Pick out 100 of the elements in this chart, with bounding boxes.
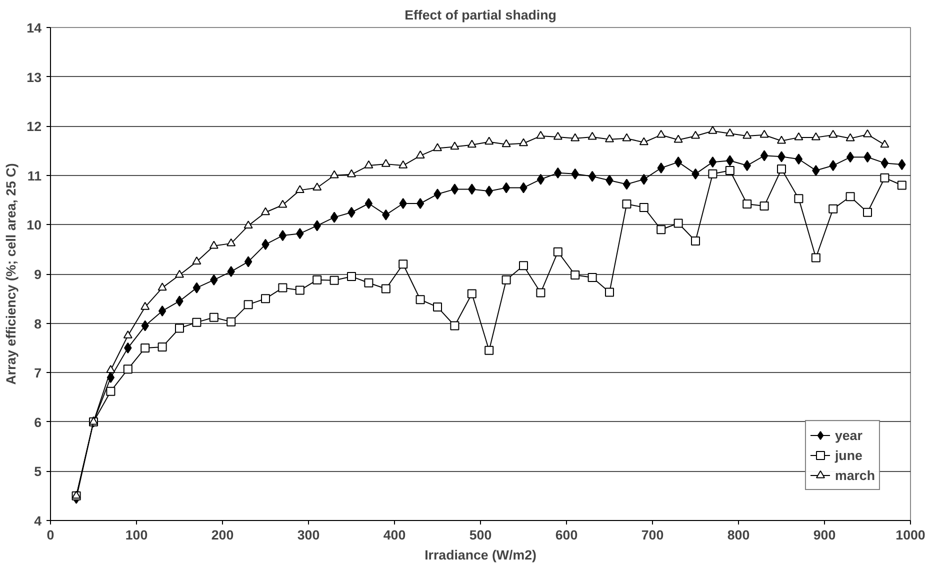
point bbox=[846, 192, 855, 202]
point bbox=[140, 302, 150, 310]
chart-title: Effect of partial shading bbox=[404, 8, 556, 22]
point bbox=[347, 169, 356, 178]
point bbox=[639, 137, 648, 146]
y-tick-label: 13 bbox=[26, 70, 42, 85]
point bbox=[433, 302, 442, 312]
point bbox=[828, 204, 838, 214]
point bbox=[880, 140, 890, 148]
point bbox=[123, 364, 132, 374]
point bbox=[846, 133, 855, 142]
point bbox=[502, 182, 510, 194]
point bbox=[330, 212, 338, 223]
point bbox=[656, 130, 666, 138]
point bbox=[760, 130, 769, 138]
y-tick-label: 10 bbox=[26, 218, 42, 233]
point bbox=[226, 238, 236, 246]
point bbox=[175, 270, 184, 278]
point bbox=[622, 133, 632, 142]
point bbox=[278, 283, 288, 292]
point bbox=[588, 132, 597, 140]
point bbox=[364, 198, 373, 209]
point bbox=[450, 321, 460, 330]
point bbox=[261, 207, 270, 216]
point bbox=[364, 160, 374, 168]
x-axis-title: Irradiance (W/m2) bbox=[424, 548, 536, 562]
x-tick-label: 200 bbox=[211, 528, 234, 542]
point bbox=[450, 142, 460, 150]
point bbox=[536, 130, 546, 139]
point bbox=[656, 225, 666, 234]
point bbox=[708, 169, 718, 178]
point bbox=[691, 130, 700, 139]
x-tick-label: 1000 bbox=[896, 528, 926, 542]
point bbox=[209, 240, 218, 249]
point bbox=[416, 198, 424, 209]
point bbox=[502, 139, 511, 148]
point bbox=[330, 170, 339, 178]
point bbox=[416, 295, 425, 304]
point bbox=[381, 158, 390, 167]
point bbox=[244, 256, 252, 268]
point bbox=[811, 132, 820, 140]
x-tick-label: 700 bbox=[641, 528, 664, 542]
point bbox=[158, 342, 167, 352]
point bbox=[330, 276, 339, 285]
point bbox=[708, 156, 717, 168]
point bbox=[484, 136, 494, 145]
point bbox=[123, 330, 132, 338]
point bbox=[398, 260, 408, 269]
point bbox=[777, 164, 786, 174]
point bbox=[760, 150, 768, 162]
point bbox=[708, 126, 718, 134]
point bbox=[192, 318, 202, 327]
point bbox=[605, 134, 614, 142]
point bbox=[794, 154, 803, 165]
point bbox=[244, 300, 253, 310]
point bbox=[674, 156, 682, 168]
point bbox=[519, 261, 528, 270]
legend-label: june bbox=[834, 448, 862, 462]
point bbox=[622, 199, 632, 208]
point bbox=[312, 275, 322, 284]
point bbox=[725, 128, 734, 136]
y-tick-label: 9 bbox=[34, 267, 42, 282]
point bbox=[295, 185, 304, 193]
point bbox=[622, 178, 631, 190]
x-tick-label: 300 bbox=[297, 528, 320, 542]
point bbox=[674, 134, 683, 143]
point bbox=[106, 386, 116, 396]
point bbox=[880, 158, 889, 169]
y-tick-label: 6 bbox=[34, 414, 42, 430]
point bbox=[777, 136, 786, 144]
point bbox=[742, 199, 752, 208]
point bbox=[433, 143, 442, 152]
point bbox=[794, 132, 804, 140]
point bbox=[278, 200, 288, 208]
point bbox=[209, 312, 218, 322]
point bbox=[244, 220, 253, 228]
point bbox=[553, 247, 562, 256]
point bbox=[880, 173, 890, 182]
point bbox=[570, 133, 580, 142]
point bbox=[863, 129, 872, 138]
point bbox=[192, 256, 202, 264]
point bbox=[398, 160, 408, 168]
x-tick-label: 900 bbox=[813, 528, 836, 542]
y-tick-label: 12 bbox=[26, 119, 42, 134]
point bbox=[828, 130, 838, 138]
x-tick-label: 600 bbox=[555, 528, 578, 542]
point bbox=[175, 324, 184, 333]
point bbox=[536, 288, 546, 298]
point bbox=[639, 202, 648, 212]
point bbox=[381, 284, 390, 294]
point bbox=[312, 182, 322, 191]
point bbox=[364, 278, 374, 288]
point bbox=[742, 130, 752, 139]
point bbox=[158, 282, 167, 291]
x-tick-label: 500 bbox=[469, 528, 492, 542]
point bbox=[399, 198, 407, 209]
point bbox=[192, 282, 201, 294]
point bbox=[760, 201, 769, 210]
point bbox=[519, 138, 528, 146]
y-tick-label: 11 bbox=[27, 168, 42, 184]
